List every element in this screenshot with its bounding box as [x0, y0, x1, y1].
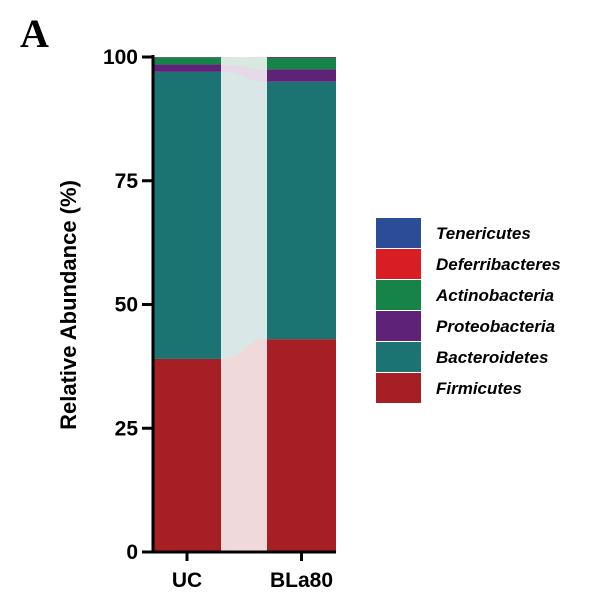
legend-swatch-proteobacteria: [376, 311, 421, 341]
connector-firmicutes: [221, 339, 267, 552]
bar-bacteroidetes-uc: [153, 71, 221, 359]
connector-bacteroidetes: [221, 71, 267, 359]
bar-actinobacteria-uc: [153, 57, 221, 65]
plot-area: [153, 57, 336, 552]
y-tick-label-0: 0: [126, 541, 138, 564]
x-tick-label-uc: UC: [172, 569, 202, 592]
bar-firmicutes-uc: [153, 358, 221, 552]
legend-label-actinobacteria: Actinobacteria: [435, 286, 554, 305]
legend-swatch-deferribacteres: [376, 249, 421, 279]
legend-swatch-firmicutes: [376, 373, 421, 403]
y-tick-label-50: 50: [115, 294, 138, 317]
connector-proteobacteria: [221, 64, 267, 82]
connector-deferribacteres: [221, 57, 267, 58]
bar-proteobacteria-uc: [153, 64, 221, 72]
legend-swatch-tenericutes: [376, 218, 421, 248]
bar-bacteroidetes-bla80: [267, 81, 336, 340]
y-tick-label-75: 75: [115, 170, 139, 193]
legend-swatch-actinobacteria: [376, 280, 421, 310]
y-tick-label-100: 100: [103, 46, 138, 69]
legend: Tenericutes Deferribacteres Actinobacteria…: [376, 218, 561, 403]
legend-label-bacteroidetes: Bacteroidetes: [436, 348, 548, 367]
legend-swatch-bacteroidetes: [376, 342, 421, 372]
bar-actinobacteria-bla80: [267, 57, 336, 70]
legend-label-proteobacteria: Proteobacteria: [436, 317, 555, 336]
bar-firmicutes-bla80: [267, 339, 336, 552]
y-tick-label-25: 25: [115, 417, 139, 440]
panel-label: A: [20, 11, 49, 56]
connector-actinobacteria: [221, 57, 267, 70]
x-tick-label-bla80: BLa80: [270, 569, 333, 592]
legend-label-deferribacteres: Deferribacteres: [436, 255, 561, 274]
legend-label-tenericutes: Tenericutes: [436, 224, 531, 243]
y-axis-label: Relative Abundance (%): [56, 180, 81, 430]
y-axis: 0 25 50 75 100: [103, 46, 155, 564]
legend-label-firmicutes: Firmicutes: [436, 379, 522, 398]
x-axis: UC BLa80: [152, 550, 336, 592]
bar-proteobacteria-bla80: [267, 69, 336, 82]
